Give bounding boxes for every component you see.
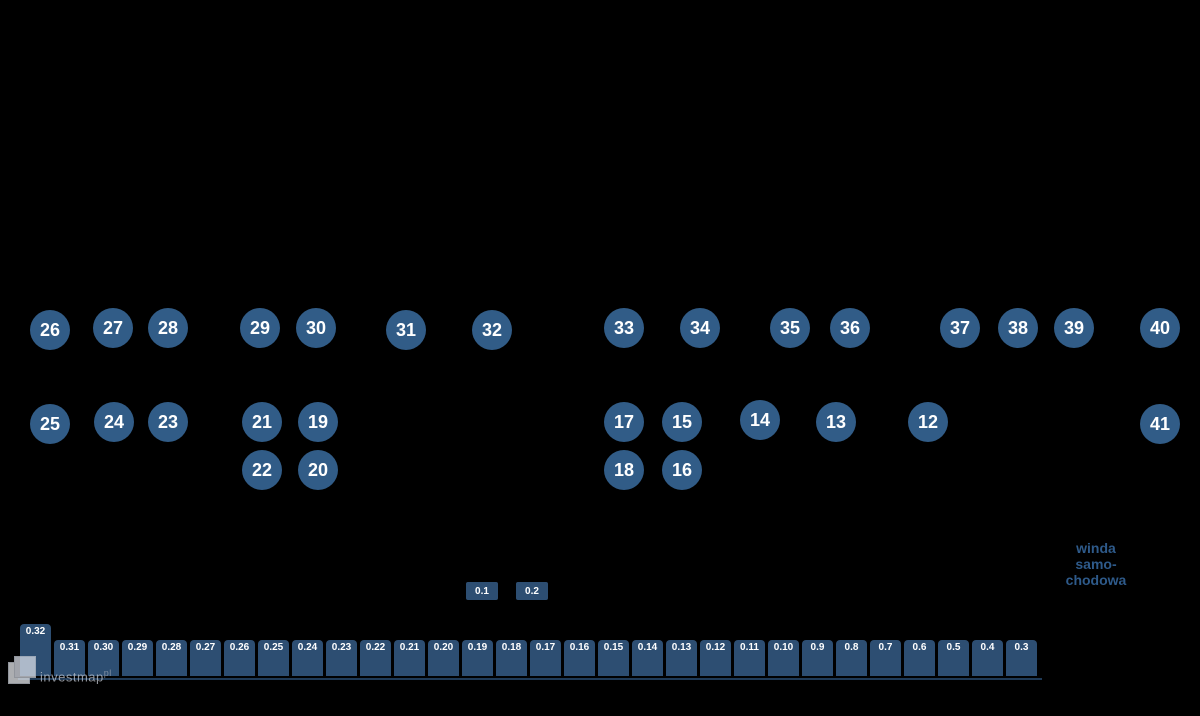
baseline — [18, 678, 1042, 680]
map-marker-22[interactable]: 22 — [242, 450, 282, 490]
map-marker-21[interactable]: 21 — [242, 402, 282, 442]
bottom-cell-0-24[interactable]: 0.24 — [292, 640, 323, 676]
map-marker-18[interactable]: 18 — [604, 450, 644, 490]
map-marker-37[interactable]: 37 — [940, 308, 980, 348]
bottom-cell-0-8[interactable]: 0.8 — [836, 640, 867, 676]
bottom-cell-0-14[interactable]: 0.14 — [632, 640, 663, 676]
bottom-cell-0-26[interactable]: 0.26 — [224, 640, 255, 676]
bottom-cell-0-19[interactable]: 0.19 — [462, 640, 493, 676]
watermark: investmappl — [8, 656, 112, 684]
map-marker-30[interactable]: 30 — [296, 308, 336, 348]
map-marker-29[interactable]: 29 — [240, 308, 280, 348]
bottom-cell-0-9[interactable]: 0.9 — [802, 640, 833, 676]
map-marker-33[interactable]: 33 — [604, 308, 644, 348]
map-marker-26[interactable]: 26 — [30, 310, 70, 350]
side-label-line-2: samo- — [1075, 556, 1116, 572]
bottom-cell-0-5[interactable]: 0.5 — [938, 640, 969, 676]
bottom-cell-0-18[interactable]: 0.18 — [496, 640, 527, 676]
map-marker-39[interactable]: 39 — [1054, 308, 1094, 348]
bottom-cell-0-29[interactable]: 0.29 — [122, 640, 153, 676]
watermark-brand: investmap — [40, 669, 104, 684]
bottom-cell-0-7[interactable]: 0.7 — [870, 640, 901, 676]
bottom-cell-0-6[interactable]: 0.6 — [904, 640, 935, 676]
bottom-cell-0-28[interactable]: 0.28 — [156, 640, 187, 676]
map-marker-13[interactable]: 13 — [816, 402, 856, 442]
bottom-cell-0-25[interactable]: 0.25 — [258, 640, 289, 676]
map-marker-12[interactable]: 12 — [908, 402, 948, 442]
side-label-winda: winda samo- chodowa — [1046, 540, 1146, 588]
side-label-line-1: winda — [1076, 540, 1116, 556]
map-marker-41[interactable]: 41 — [1140, 404, 1180, 444]
map-marker-40[interactable]: 40 — [1140, 308, 1180, 348]
map-marker-31[interactable]: 31 — [386, 310, 426, 350]
map-marker-25[interactable]: 25 — [30, 404, 70, 444]
map-marker-24[interactable]: 24 — [94, 402, 134, 442]
map-marker-28[interactable]: 28 — [148, 308, 188, 348]
watermark-cube-icon — [8, 656, 36, 684]
diagram-stage: 26 27 28 29 30 31 32 33 34 35 36 37 38 39 40 25 24 23 21 19… — [0, 0, 1200, 716]
bottom-cell-0-27[interactable]: 0.27 — [190, 640, 221, 676]
bottom-cell-0-13[interactable]: 0.13 — [666, 640, 697, 676]
bottom-cell-0-15[interactable]: 0.15 — [598, 640, 629, 676]
map-marker-38[interactable]: 38 — [998, 308, 1038, 348]
map-marker-35[interactable]: 35 — [770, 308, 810, 348]
map-marker-19[interactable]: 19 — [298, 402, 338, 442]
bottom-cell-0-20[interactable]: 0.20 — [428, 640, 459, 676]
side-label-line-3: chodowa — [1066, 572, 1127, 588]
bottom-cell-0-12[interactable]: 0.12 — [700, 640, 731, 676]
map-marker-23[interactable]: 23 — [148, 402, 188, 442]
watermark-text: investmappl — [40, 668, 112, 684]
map-marker-27[interactable]: 27 — [93, 308, 133, 348]
mini-box-0-1[interactable]: 0.1 — [466, 582, 498, 600]
map-marker-34[interactable]: 34 — [680, 308, 720, 348]
bottom-cell-0-21[interactable]: 0.21 — [394, 640, 425, 676]
map-marker-15[interactable]: 15 — [662, 402, 702, 442]
bottom-cell-0-22[interactable]: 0.22 — [360, 640, 391, 676]
bottom-cell-0-23[interactable]: 0.23 — [326, 640, 357, 676]
bottom-cell-0-10[interactable]: 0.10 — [768, 640, 799, 676]
mini-box-0-2[interactable]: 0.2 — [516, 582, 548, 600]
bottom-cell-0-11[interactable]: 0.11 — [734, 640, 765, 676]
map-marker-36[interactable]: 36 — [830, 308, 870, 348]
bottom-cell-0-16[interactable]: 0.16 — [564, 640, 595, 676]
map-marker-16[interactable]: 16 — [662, 450, 702, 490]
map-marker-17[interactable]: 17 — [604, 402, 644, 442]
bottom-cell-0-17[interactable]: 0.17 — [530, 640, 561, 676]
bottom-cell-0-3[interactable]: 0.3 — [1006, 640, 1037, 676]
map-marker-32[interactable]: 32 — [472, 310, 512, 350]
map-marker-20[interactable]: 20 — [298, 450, 338, 490]
map-marker-14[interactable]: 14 — [740, 400, 780, 440]
bottom-cell-0-4[interactable]: 0.4 — [972, 640, 1003, 676]
watermark-tld: pl — [104, 668, 112, 678]
